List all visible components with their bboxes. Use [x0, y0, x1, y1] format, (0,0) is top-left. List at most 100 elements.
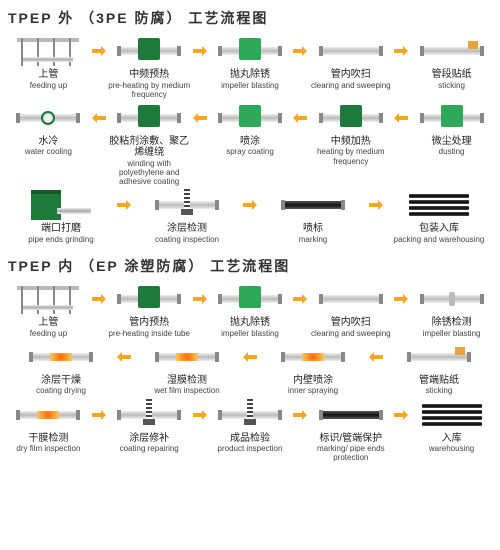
- step-label-cn: 涂层修补: [120, 433, 179, 445]
- section-2-title: TPEP 内 （EP 涂塑防腐） 工艺流程图: [8, 256, 494, 276]
- process-step: 喷标marking: [258, 188, 368, 244]
- pipe-inspection-icon: [157, 201, 217, 209]
- step-label-en: sticking: [419, 386, 459, 395]
- pipe-blaster-icon: [220, 114, 280, 122]
- pipe-blaster-icon: [422, 114, 482, 122]
- pipe-marking-icon: [321, 411, 381, 419]
- step-label-cn: 除锈检测: [423, 317, 481, 329]
- step-label-cn: 抛丸除锈: [221, 317, 279, 329]
- pipe-sticker-icon: [409, 353, 469, 361]
- flow-arrow-icon: [368, 188, 384, 222]
- step-label-cn: 涂层检测: [155, 223, 219, 235]
- pipe-heater-icon: [321, 114, 381, 122]
- flow-arrow-icon: [192, 398, 208, 432]
- step-label-en: sticking: [432, 81, 472, 90]
- flow-arrow-icon: [116, 340, 132, 374]
- pipe-icon: [321, 47, 381, 55]
- step-label-cn: 中频预热: [107, 69, 192, 81]
- process-step: 入库warehousing: [409, 398, 494, 454]
- pipe-marking-icon: [283, 201, 343, 209]
- process-step: 上管feeding up: [6, 282, 91, 338]
- process-step: 抛丸除锈impeller blasting: [208, 282, 293, 338]
- pipe-coating-icon: [283, 353, 343, 361]
- step-label-en: coating drying: [36, 386, 86, 395]
- process-step: 包装入库packing and warehousing: [384, 188, 494, 244]
- step-label-cn: 微尘处理: [432, 136, 472, 148]
- flow-arrow-icon: [242, 340, 258, 374]
- process-step: 上管feeding up: [6, 34, 91, 90]
- step-label-en: impeller blasting: [221, 81, 279, 90]
- step-label-en: pre-heating inside tube: [109, 329, 190, 338]
- flow-arrow-icon: [192, 101, 208, 135]
- pipe-blaster-icon: [220, 295, 280, 303]
- step-label-en: dusting: [432, 147, 472, 156]
- step-label-cn: 入库: [429, 433, 474, 445]
- section-1-title: TPEP 外 （3PE 防腐） 工艺流程图: [8, 8, 494, 28]
- flow-arrow-icon: [292, 34, 308, 68]
- step-label-cn: 标识/管端保护: [308, 433, 393, 445]
- step-label-cn: 管内吹扫: [311, 69, 391, 81]
- process-step: 中频加热heating by medium frequency: [308, 101, 393, 166]
- flow-arrow-icon: [393, 101, 409, 135]
- flow-arrow-icon: [292, 398, 308, 432]
- step-label-en: clearing and sweeping: [311, 329, 391, 338]
- flow-arrow-icon: [91, 34, 107, 68]
- step-label-cn: 上管: [30, 69, 67, 81]
- step-label-en: marking/ pipe ends protection: [308, 444, 393, 462]
- pipe-coating-icon: [157, 353, 217, 361]
- flow-arrow-icon: [116, 188, 132, 222]
- step-label-en: feeding up: [30, 81, 67, 90]
- flow-arrow-icon: [393, 282, 409, 316]
- step-label-en: warehousing: [429, 444, 474, 453]
- step-label-en: water cooling: [25, 147, 72, 156]
- process-step: 成品检验product inspection: [208, 398, 293, 454]
- process-step: 管段贴纸sticking: [409, 34, 494, 90]
- flow-arrow-icon: [192, 34, 208, 68]
- flow-arrow-icon: [192, 282, 208, 316]
- process-step: 中频预热pre-heating by medium frequency: [107, 34, 192, 99]
- process-step: 抛丸除锈impeller blasting: [208, 34, 293, 90]
- pipe-coating-icon: [31, 353, 91, 361]
- process-step: 涂层检测coating inspection: [132, 188, 242, 244]
- step-label-en: clearing and sweeping: [311, 81, 391, 90]
- process-row: 干膜检测dry film inspection 涂层修补coating repai…: [6, 398, 494, 463]
- step-label-cn: 湿膜检测: [154, 375, 219, 387]
- process-step: 喷涂spray coating: [208, 101, 293, 157]
- process-step: 干膜检测dry film inspection: [6, 398, 91, 454]
- step-label-en: pre-heating by medium frequency: [107, 81, 192, 99]
- process-step: 管内预热pre-heating inside tube: [107, 282, 192, 338]
- flow-arrow-icon: [368, 340, 384, 374]
- step-label-cn: 管内吹扫: [311, 317, 391, 329]
- pipe-heater-icon: [119, 295, 179, 303]
- process-step: 管内吹扫clearing and sweeping: [308, 282, 393, 338]
- step-label-en: product inspection: [218, 444, 283, 453]
- step-label-cn: 端口打磨: [28, 223, 93, 235]
- process-step: 端口打磨pipe ends grinding: [6, 188, 116, 244]
- pipe-coating-icon: [18, 411, 78, 419]
- step-label-en: impeller blasting: [221, 329, 279, 338]
- rack-icon: [17, 284, 79, 314]
- process-step: 水冷water cooling: [6, 101, 91, 157]
- process-row: 涂层干燥coating drying湿膜检测wet film inspectio…: [6, 340, 494, 396]
- step-label-cn: 内壁喷涂: [288, 375, 338, 387]
- flow-arrow-icon: [393, 398, 409, 432]
- process-step: 湿膜检测wet film inspection: [132, 340, 242, 396]
- flow-arrow-icon: [91, 101, 107, 135]
- step-label-en: wet film inspection: [154, 386, 219, 395]
- step-label-cn: 干膜检测: [16, 433, 80, 445]
- process-step: 胶粘剂涂敷、聚乙烯缠绕winding with polyethylene and…: [107, 101, 192, 187]
- pipe-heater-icon: [119, 47, 179, 55]
- step-label-cn: 成品检验: [218, 433, 283, 445]
- step-label-en: inner spraying: [288, 386, 338, 395]
- pipe-sticker-icon: [422, 47, 482, 55]
- process-step: 微尘处理dusting: [409, 101, 494, 157]
- process-row: 上管feeding up 管内预热pre-heating inside tube 抛…: [6, 282, 494, 338]
- process-step: 涂层修补coating repairing: [107, 398, 192, 454]
- step-label-cn: 包装入库: [394, 223, 485, 235]
- flow-arrow-icon: [393, 34, 409, 68]
- process-step: 除锈检测impeller blasting: [409, 282, 494, 338]
- process-row: 上管feeding up 中频预热pre-heating by medium fr…: [6, 34, 494, 99]
- section-2-rows: 上管feeding up 管内预热pre-heating inside tube 抛…: [6, 282, 494, 462]
- step-label-en: pipe ends grinding: [28, 235, 93, 244]
- process-row: 端口打磨pipe ends grinding 涂层检测coating inspec…: [6, 188, 494, 244]
